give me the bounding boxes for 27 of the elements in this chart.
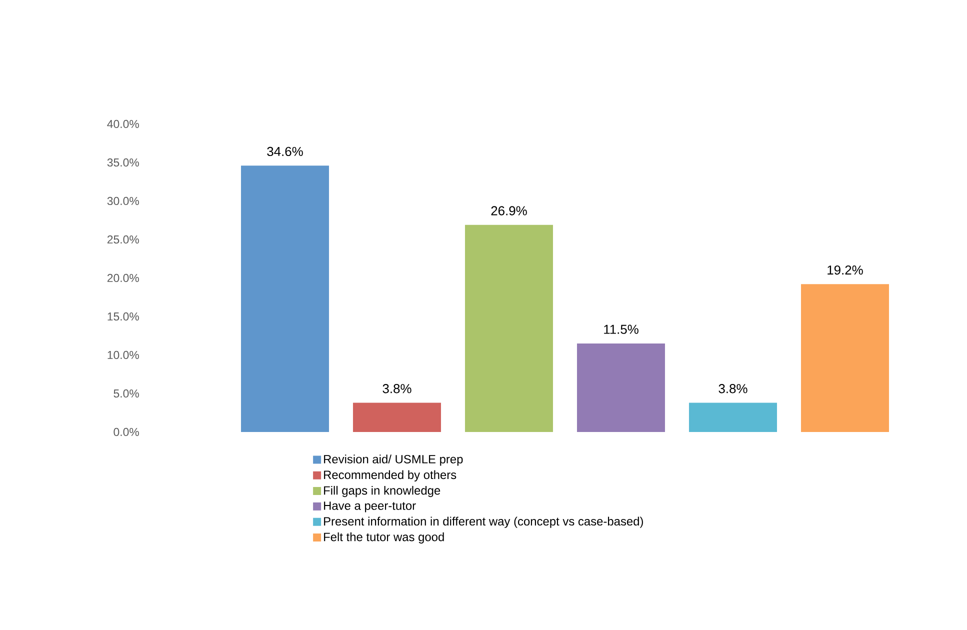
y-tick-label: 25.0% xyxy=(107,235,139,244)
data-label: 3.8% xyxy=(382,384,412,394)
legend-label: Recommended by others xyxy=(324,470,456,482)
legend-label: Fill gaps in knowledge xyxy=(324,486,440,498)
y-tick-label: 5.0% xyxy=(114,389,139,398)
bar xyxy=(800,284,889,432)
legend-label: Felt the tutor was good xyxy=(324,532,444,544)
y-tick-label: 20.0% xyxy=(107,274,139,282)
y-tick-label: 15.0% xyxy=(108,312,139,321)
data-label: 19.2% xyxy=(828,265,863,275)
bar xyxy=(240,166,329,432)
data-label: 34.6% xyxy=(267,146,303,156)
bar xyxy=(688,402,777,432)
legend-label: Present information in different way (concept vs case-based) xyxy=(324,516,643,528)
y-tick-label: 30.0% xyxy=(107,196,139,206)
legend-label: Have a peer-tutor xyxy=(324,502,416,512)
legend-label: Revision aid/ USMLE prep xyxy=(324,454,463,466)
data-label: 11.5% xyxy=(604,324,638,334)
y-tick-label: 0.0% xyxy=(114,428,139,436)
y-tick-label: 10.0% xyxy=(108,350,139,360)
y-tick-label: 35.0% xyxy=(107,158,139,167)
bar xyxy=(352,402,441,432)
bar xyxy=(576,343,665,432)
data-label: 3.8% xyxy=(718,384,748,394)
data-label: 26.9% xyxy=(491,206,527,216)
bar xyxy=(464,224,553,432)
y-tick-label: 40.0% xyxy=(107,120,139,128)
